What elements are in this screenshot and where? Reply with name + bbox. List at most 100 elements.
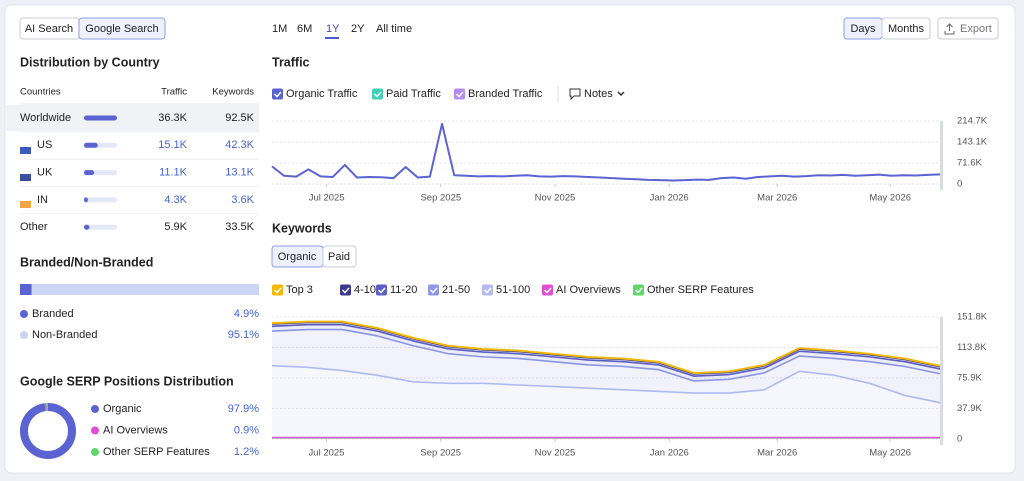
legend-label: Other SERP Features [103,446,210,458]
legend-checkbox [454,88,465,100]
period-button[interactable]: All time [376,23,412,35]
x-tick-label: Mar 2026 [757,448,797,459]
keywords-value: 92.5K [225,112,254,124]
x-tick-label: Sep 2025 [420,448,461,459]
x-tick-label: Jan 2026 [650,193,689,204]
check [273,91,282,98]
y-tick-label: 214.7K [957,116,988,127]
donut-segment [20,403,76,459]
legend-label: Non-Branded [32,329,97,341]
range-handle [940,121,943,190]
export-label: Export [960,23,992,35]
legend-checkbox [372,88,383,100]
legend-label: Top 3 [286,284,313,296]
period-button[interactable]: 1M [272,23,287,35]
stack-line [271,328,941,382]
flag [20,147,31,154]
stack-area [272,324,940,381]
x-tick-label: Jul 2025 [309,448,345,459]
legend-checkbox [428,284,439,296]
legend-checkbox [376,284,387,296]
section-title: Traffic [272,55,310,69]
y-tick-label: 143.1K [957,137,988,148]
x-tick-label: Nov 2025 [535,193,576,204]
tab-label: Organic [278,251,317,263]
keywords-value: 42.3K [225,139,254,151]
legend-dot [20,331,28,339]
traffic-bar [84,197,88,203]
months-button[interactable] [881,17,931,40]
legend-dot [91,405,99,413]
toggle-label: Days [850,23,876,35]
flag [20,201,31,208]
branded-segment [31,284,260,295]
x-tick-label: Jan 2026 [650,448,689,459]
bar-track [84,224,117,230]
table-header: Countries [20,87,61,98]
keywords-value: 3.6K [231,194,254,206]
period-button[interactable]: 1Y [326,23,340,35]
country-name: Other [20,221,48,233]
x-tick-label: May 2026 [869,193,911,204]
check [634,287,643,294]
y-tick-label: 75.9K [957,373,982,384]
bar-track [84,197,117,203]
section-title: Branded/Non-Branded [20,255,153,269]
legend-value: 95.1% [228,329,259,341]
legend-value: 1.2% [234,446,259,458]
check [483,287,492,294]
table-header: Traffic [161,87,187,98]
legend-dot [91,448,99,456]
legend-label: AI Overviews [556,284,621,296]
keywords-value: 33.5K [225,221,254,233]
legend-checkbox [272,88,283,100]
section-title: Keywords [272,221,332,235]
period-button[interactable]: 6M [297,23,312,35]
legend-value: 0.9% [234,424,259,436]
flag [20,174,31,181]
check [543,287,552,294]
export-icon [944,23,955,35]
stack-area [272,322,940,377]
y-tick-label: 0 [957,434,962,445]
section-title: Google SERP Positions Distribution [20,374,234,388]
toggle-label: Months [888,23,925,35]
stack-line [271,323,941,377]
traffic-line [271,122,941,182]
y-tick-label: 37.9K [957,403,982,414]
tab-paid[interactable] [322,245,357,268]
y-tick-label: 0 [957,179,962,190]
section-title: Distribution by Country [20,55,160,69]
notes-label[interactable]: Notes [584,88,613,100]
traffic-value: 4.3K [164,194,187,206]
traffic-value: 11.1K [159,167,188,179]
country-name: UK [37,167,53,179]
tab-label: AI Search [25,23,73,35]
legend-checkbox [340,284,351,296]
legend-label: AI Overviews [103,424,168,436]
legend-dot [20,310,28,318]
legend-label: 4-10 [354,284,376,296]
x-tick-label: May 2026 [869,448,911,459]
period-button[interactable]: 2Y [351,23,365,35]
legend-label: 51-100 [496,284,530,296]
legend-label: 11-20 [390,284,417,296]
tab-label: Google Search [85,23,158,35]
traffic-value: 5.9K [164,221,187,233]
country-name: IN [37,194,48,206]
x-tick-label: Sep 2025 [420,193,461,204]
tab-google-search[interactable] [78,17,166,40]
legend-label: 21-50 [442,284,470,296]
check [429,287,438,294]
legend-value: 4.9% [234,308,259,320]
legend-dot [91,426,99,435]
traffic-bar [84,115,117,121]
legend-label: Organic [103,403,142,415]
legend-label: Paid Traffic [386,88,441,100]
stack-line [271,320,941,375]
legend-checkbox [542,284,553,296]
y-tick-label: 71.6K [957,158,982,169]
row-highlight [5,105,259,131]
traffic-bar [84,224,90,230]
